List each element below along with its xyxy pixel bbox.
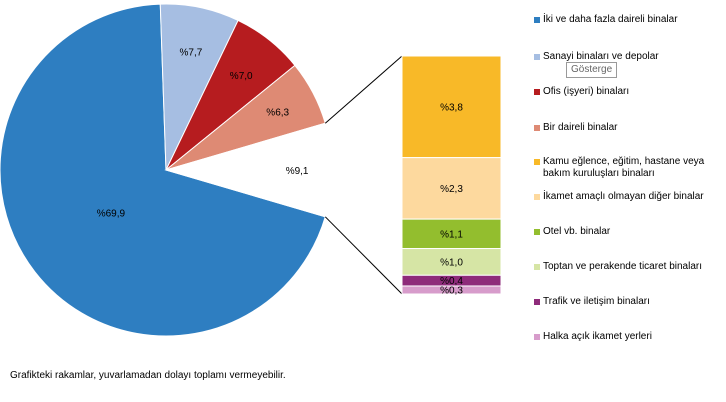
connector-line-bottom bbox=[324, 216, 403, 295]
bar-segment-label: %0,3 bbox=[440, 286, 463, 297]
connector-line-top bbox=[324, 55, 403, 124]
legend-label: İki ve daha fazla daireli binalar bbox=[543, 14, 726, 26]
legend-swatch bbox=[534, 334, 540, 340]
bar-segment-halka-acik-ikamet-yerleri bbox=[401, 285, 502, 295]
bar-segment-label: %1,0 bbox=[440, 257, 463, 268]
legend-label-line1: Halka açık ikamet yerleri bbox=[543, 331, 652, 342]
legend-label-line1: Bir daireli binalar bbox=[543, 122, 618, 133]
legend-label-line1: Trafik ve iletişim binaları bbox=[543, 296, 650, 307]
legend-label-line1: Kamu eğlence, eğitim, hastane veya bbox=[543, 156, 705, 167]
pie-slice-label: %6,3 bbox=[266, 107, 289, 118]
bar-segment-label: %0,4 bbox=[440, 276, 463, 287]
bar-segment-label: %2,3 bbox=[440, 184, 463, 195]
pie-slice-label: %7,7 bbox=[180, 47, 203, 58]
legend-swatch bbox=[534, 125, 540, 131]
legend-label: Ofis (işyeri) binaları bbox=[543, 86, 726, 98]
bar-segment-label: %3,8 bbox=[440, 102, 463, 113]
breakdown-bar: %3,8 %2,3 %1,1 %1,0 %0,4%0,3 bbox=[401, 55, 502, 297]
pie-slice-iki-ve-daha-fazla-daireli-binalar bbox=[0, 3, 326, 337]
bar-segment-ikamet-amacli-olmayan-diger-binalar bbox=[401, 157, 502, 220]
breakdown-connectors bbox=[324, 55, 403, 295]
legend-label-line1: Sanayi binaları ve depolar bbox=[543, 51, 659, 62]
pie-slice-diger bbox=[164, 122, 333, 218]
legend-label: Toptan ve perakende ticaret binaları bbox=[543, 261, 726, 273]
legend-swatch bbox=[534, 229, 540, 235]
pie-slice-label: %7,0 bbox=[230, 71, 253, 82]
bar-segment-kamu-eglence-egitim-hastane-veya-bakim-kuruluslari-binalari bbox=[401, 55, 502, 159]
legend-label: Sanayi binaları ve depolar bbox=[543, 51, 726, 63]
legend-label-line2: bakım kuruluşları binaları bbox=[543, 168, 655, 179]
legend-swatch bbox=[534, 264, 540, 270]
legend-label-line1: Ofis (işyeri) binaları bbox=[543, 86, 630, 97]
legend-tooltip: Gösterge bbox=[566, 62, 618, 78]
legend-swatch bbox=[534, 17, 540, 23]
legend-label: Bir daireli binalar bbox=[543, 122, 726, 134]
legend-label: İkamet amaçlı olmayan diğer binalar bbox=[543, 191, 726, 203]
legend-swatch bbox=[534, 194, 540, 200]
legend-swatch bbox=[534, 89, 540, 95]
bar-segment-otel-vb-binalar bbox=[401, 218, 502, 250]
legend-label: Kamu eğlence, eğitim, hastane veya bakım … bbox=[543, 156, 726, 180]
legend-swatch bbox=[534, 159, 540, 165]
legend-label: Halka açık ikamet yerleri bbox=[543, 331, 726, 343]
legend-label-line1: İkamet amaçlı olmayan diğer binalar bbox=[543, 191, 704, 202]
pie-slice-label: %9,1 bbox=[286, 166, 309, 177]
legend-swatch bbox=[534, 299, 540, 305]
legend-label-line1: Toptan ve perakende ticaret binaları bbox=[543, 261, 702, 272]
pie-slice-label: %69,9 bbox=[97, 209, 126, 220]
bar-segment-label: %1,1 bbox=[440, 229, 463, 240]
main-pie: %69,9 %7,7 %7,0 %6,3 %9,1 bbox=[0, 3, 333, 337]
legend-label: Otel vb. binalar bbox=[543, 226, 726, 238]
legend-label-line1: Otel vb. binalar bbox=[543, 226, 611, 237]
legend-swatch bbox=[534, 54, 540, 60]
bar-segment-toptan-ve-perakende-ticaret-binalari bbox=[401, 248, 502, 276]
legend-label-line1: İki ve daha fazla daireli binalar bbox=[543, 14, 678, 25]
legend-label: Trafik ve iletişim binaları bbox=[543, 296, 726, 308]
footnote: Grafikteki rakamlar, yuvarlamadan dolayı… bbox=[10, 370, 286, 381]
